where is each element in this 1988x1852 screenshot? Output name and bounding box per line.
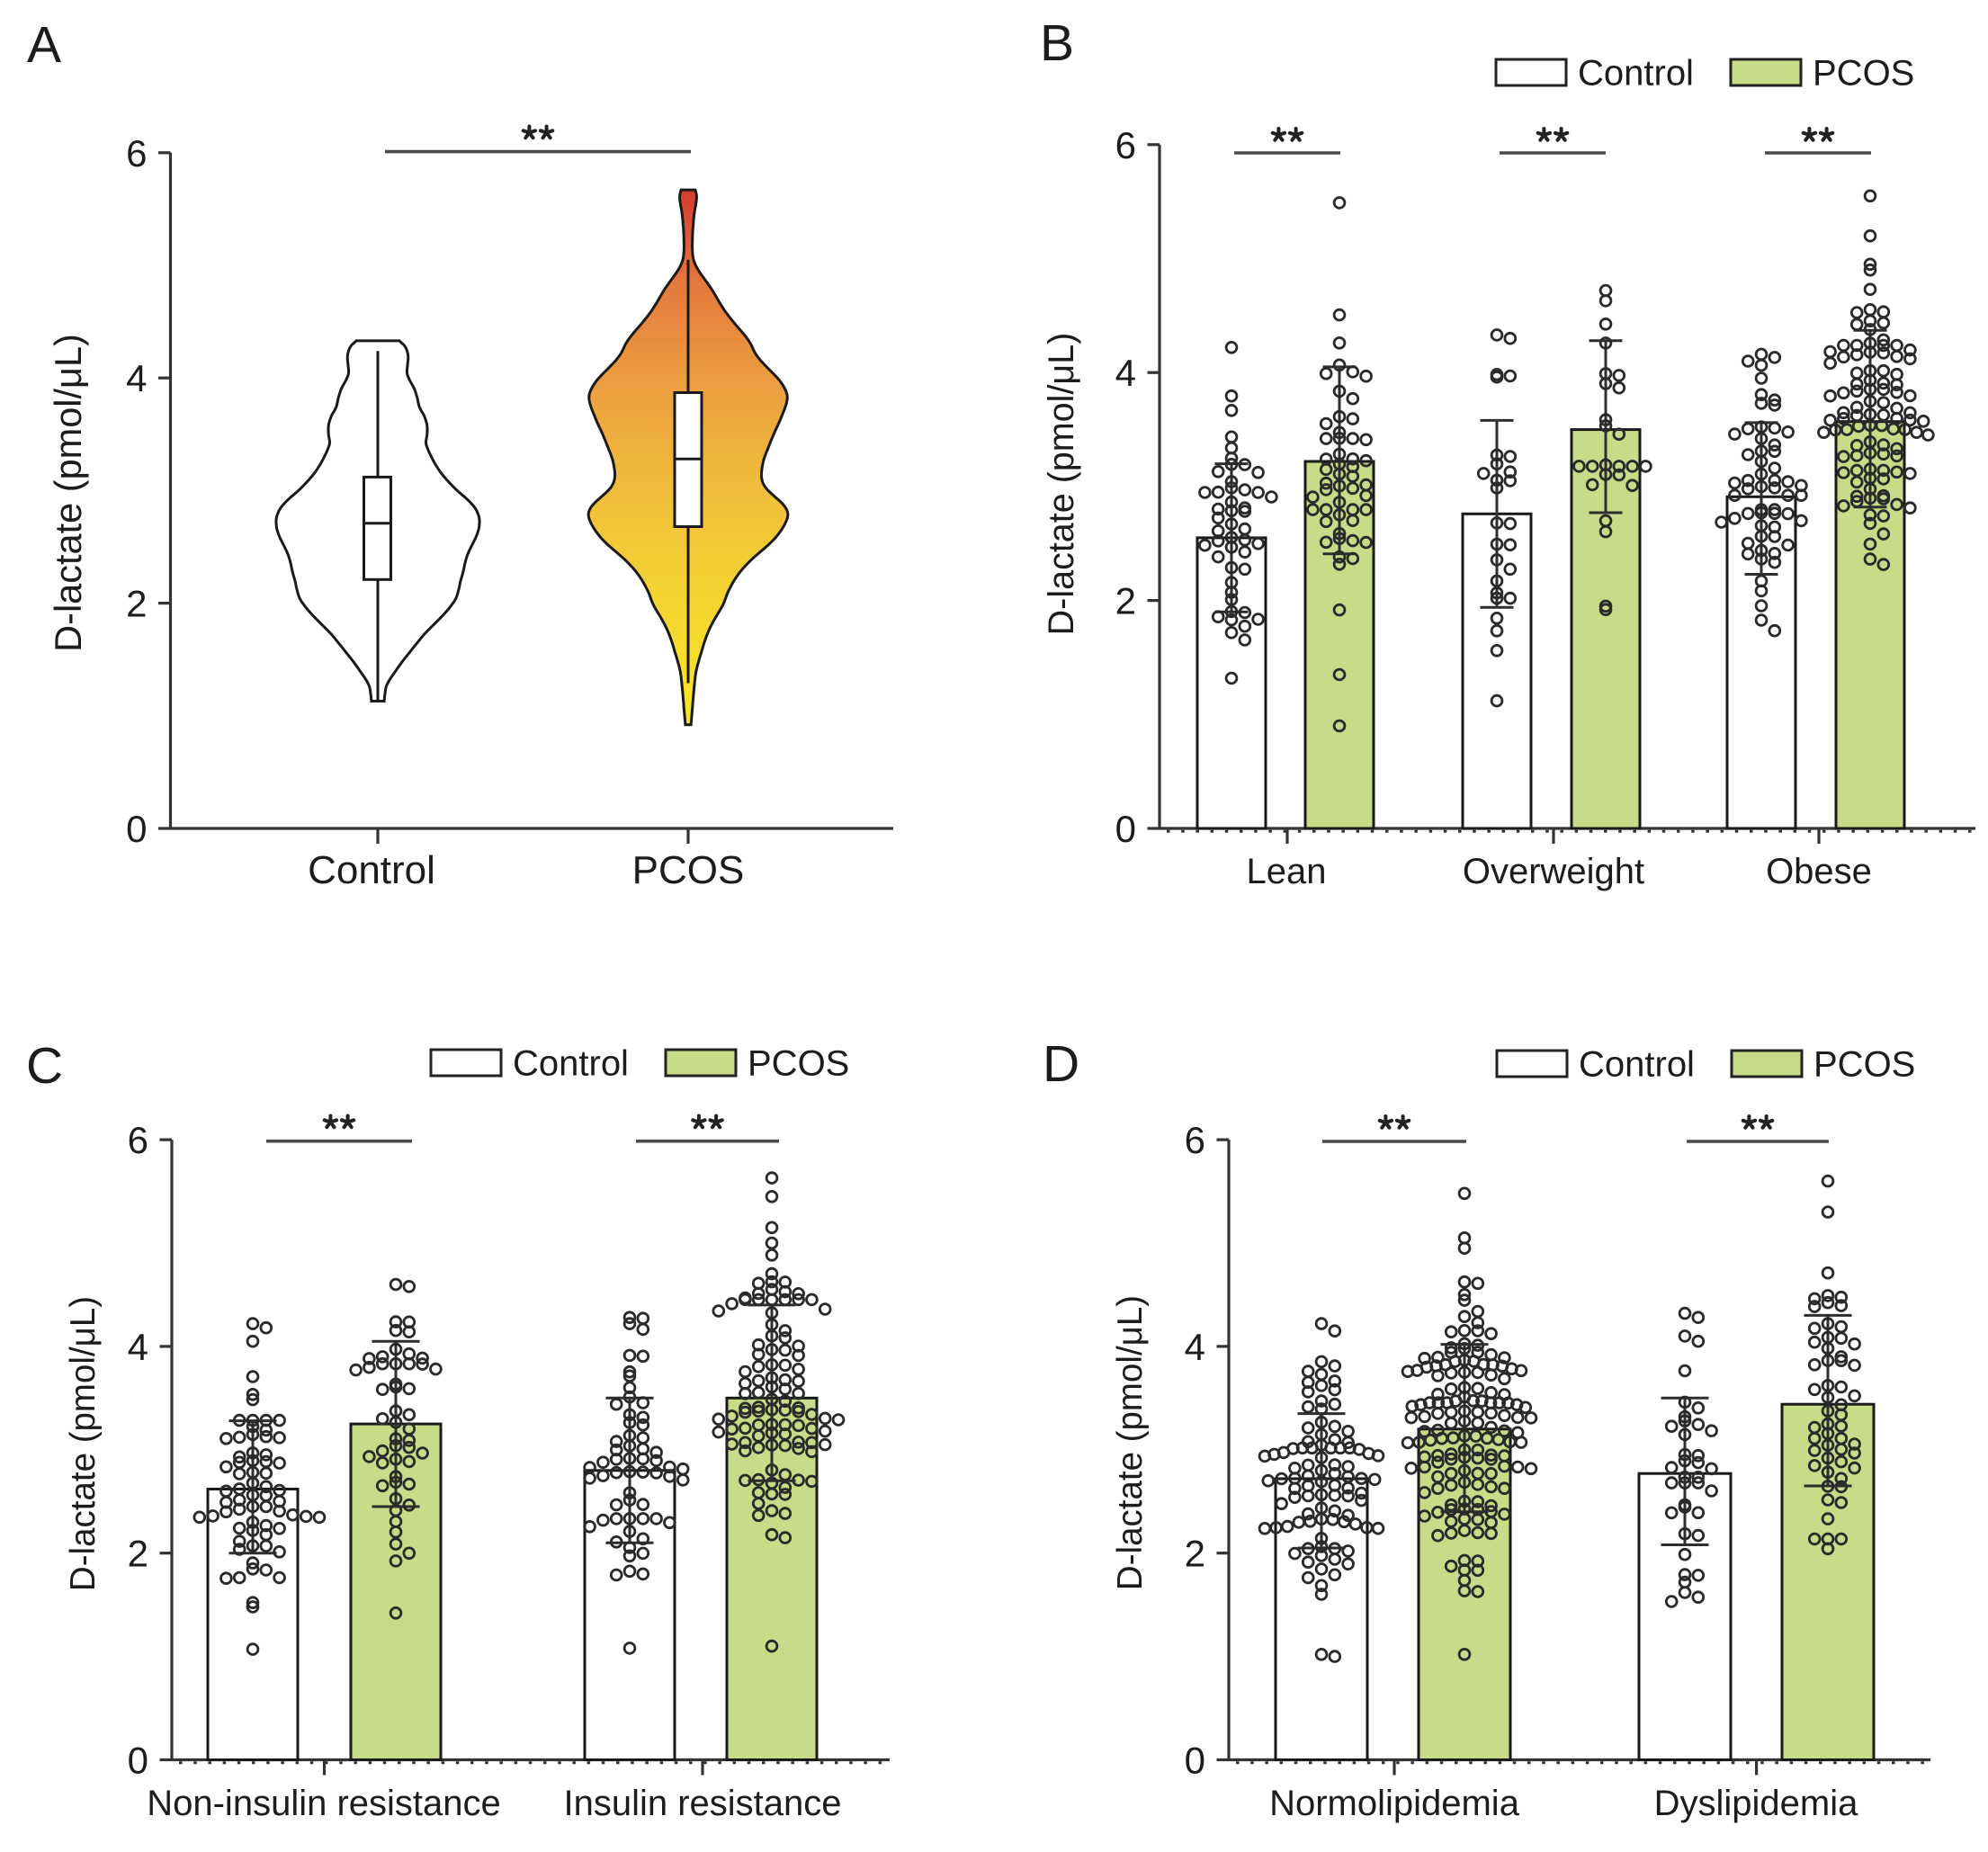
svg-text:Control: Control bbox=[1578, 54, 1694, 94]
svg-text:PCOS: PCOS bbox=[632, 848, 745, 892]
svg-text:Control: Control bbox=[308, 848, 435, 892]
svg-text:0: 0 bbox=[128, 1740, 148, 1782]
svg-text:Lean: Lean bbox=[1247, 852, 1327, 891]
svg-text:4: 4 bbox=[1115, 352, 1136, 394]
svg-text:Normolipidemia: Normolipidemia bbox=[1269, 1784, 1520, 1823]
svg-text:4: 4 bbox=[1185, 1326, 1205, 1368]
svg-text:Control: Control bbox=[1579, 1045, 1695, 1085]
svg-text:D: D bbox=[1043, 1035, 1079, 1093]
svg-text:PCOS: PCOS bbox=[1813, 54, 1914, 94]
svg-text:2: 2 bbox=[128, 1533, 148, 1575]
svg-text:2: 2 bbox=[1185, 1533, 1205, 1575]
svg-text:D-lactate (pmol/μL): D-lactate (pmol/μL) bbox=[1111, 1295, 1150, 1590]
svg-text:Overweight: Overweight bbox=[1463, 852, 1644, 891]
svg-text:6: 6 bbox=[126, 132, 147, 174]
svg-text:Obese: Obese bbox=[1766, 852, 1872, 891]
svg-text:Non-insulin resistance: Non-insulin resistance bbox=[147, 1784, 501, 1823]
svg-text:B: B bbox=[1040, 14, 1074, 72]
svg-text:2: 2 bbox=[126, 583, 147, 625]
svg-text:PCOS: PCOS bbox=[748, 1044, 849, 1084]
svg-text:4: 4 bbox=[128, 1326, 148, 1368]
svg-text:C: C bbox=[26, 1037, 63, 1095]
svg-text:D-lactate (pmol/μL): D-lactate (pmol/μL) bbox=[64, 1296, 103, 1591]
svg-text:Dyslipidemia: Dyslipidemia bbox=[1654, 1784, 1858, 1823]
svg-text:PCOS: PCOS bbox=[1813, 1045, 1915, 1085]
svg-text:6: 6 bbox=[128, 1119, 148, 1161]
svg-text:6: 6 bbox=[1115, 124, 1136, 166]
svg-text:Control: Control bbox=[513, 1044, 629, 1084]
svg-text:0: 0 bbox=[1115, 808, 1136, 850]
svg-text:6: 6 bbox=[1185, 1119, 1205, 1161]
svg-text:4: 4 bbox=[126, 357, 147, 399]
svg-text:D-lactate (pmol/μL): D-lactate (pmol/μL) bbox=[47, 334, 89, 652]
svg-text:2: 2 bbox=[1115, 580, 1136, 622]
svg-text:D-lactate (pmol/μL): D-lactate (pmol/μL) bbox=[1042, 333, 1081, 636]
svg-text:0: 0 bbox=[126, 808, 147, 850]
svg-text:A: A bbox=[27, 16, 61, 74]
svg-text:Insulin resistance: Insulin resistance bbox=[563, 1784, 841, 1823]
svg-text:0: 0 bbox=[1185, 1740, 1205, 1782]
